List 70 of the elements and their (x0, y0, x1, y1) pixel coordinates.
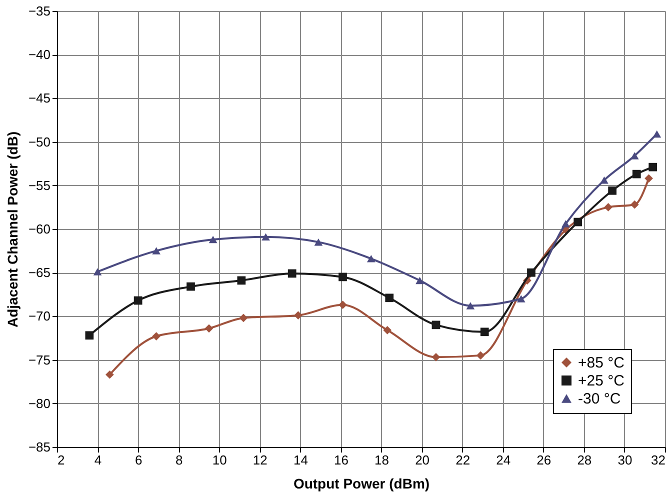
x-tick-label: 12 (252, 452, 268, 468)
point (648, 162, 658, 172)
x-tick-label: 28 (577, 452, 592, 468)
point (432, 353, 440, 362)
x-tick-label: 22 (456, 452, 470, 468)
point (366, 255, 376, 262)
y-tick-label: −80 (28, 396, 50, 411)
y-tick-label: −40 (28, 47, 50, 62)
x-tick-label: 6 (134, 452, 142, 468)
y-tick-label: −65 (28, 265, 50, 280)
legend-label: +25 °C (578, 372, 625, 390)
point (466, 302, 475, 310)
y-tick-label: −75 (28, 352, 50, 368)
x-tick-label: 8 (175, 452, 183, 468)
point (516, 295, 526, 302)
point (632, 170, 641, 178)
x-axis-title: Output Power (dBm) (293, 476, 430, 492)
x-tick-label: 30 (618, 452, 632, 468)
y-tick-label: −70 (28, 308, 50, 324)
x-tick-label: 16 (334, 452, 348, 468)
x-tick-label: 26 (536, 452, 552, 468)
x-tick-label: 32 (651, 452, 666, 468)
point (600, 176, 608, 184)
point (152, 332, 160, 340)
point (134, 296, 142, 305)
point (432, 320, 440, 330)
point (106, 370, 114, 379)
point (652, 130, 662, 138)
x-tick-label: 2 (58, 452, 65, 468)
y-tick-label: −85 (28, 440, 50, 454)
point (204, 324, 214, 333)
point (208, 236, 218, 244)
point (314, 238, 323, 246)
point (604, 203, 612, 212)
y-tick-label: −35 (28, 4, 50, 18)
point (85, 331, 94, 340)
point (630, 200, 639, 209)
point (476, 351, 485, 360)
point (338, 300, 347, 310)
y-tick-label: −60 (28, 222, 50, 236)
point (562, 220, 570, 228)
point (93, 268, 102, 276)
point (262, 233, 270, 240)
point (385, 294, 394, 302)
legend-label: +85 °C (578, 354, 625, 372)
point (644, 174, 653, 183)
point (239, 314, 248, 322)
y-tick-label: −55 (28, 178, 50, 193)
point (152, 247, 160, 254)
x-tick-label: 20 (415, 452, 430, 468)
point (237, 276, 246, 285)
point (294, 311, 302, 320)
point (383, 326, 392, 334)
point (288, 269, 296, 278)
point (574, 218, 582, 226)
point (338, 272, 347, 282)
x-tick-label: 10 (212, 452, 227, 468)
point (480, 328, 489, 336)
point (527, 268, 536, 277)
x-tick-label: 4 (94, 452, 102, 468)
legend-label: -30 °C (578, 390, 621, 408)
x-tick-label: 18 (374, 452, 389, 468)
x-tick-label: 24 (496, 452, 511, 468)
point (186, 282, 195, 291)
y-tick-label: −45 (28, 90, 50, 106)
x-tick-label: 14 (293, 452, 308, 468)
point (608, 186, 616, 195)
y-tick-label: −50 (28, 134, 50, 150)
point (416, 276, 424, 284)
y-axis-title: Adjacent Channel Power (dB) (4, 131, 20, 328)
